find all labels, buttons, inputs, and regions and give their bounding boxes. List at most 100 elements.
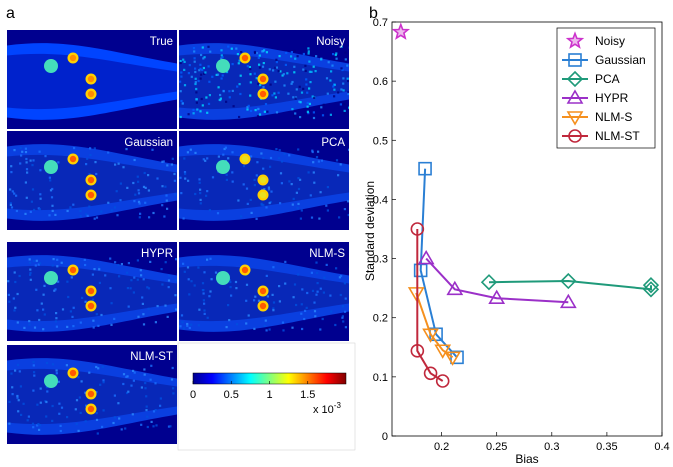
noise-pixel (133, 276, 136, 279)
noise-pixel (245, 187, 249, 190)
noise-pixel (28, 258, 31, 261)
noise-pixel (245, 283, 249, 286)
noise-pixel (137, 315, 140, 318)
legend-label: PCA (595, 72, 620, 86)
noise-pixel (20, 154, 23, 157)
lesion-large (44, 271, 58, 285)
noise-pixel (194, 192, 197, 196)
noise-pixel (38, 318, 41, 322)
noise-pixel (204, 71, 207, 74)
noise-pixel (51, 209, 54, 212)
noise-pixel (347, 213, 349, 217)
noise-pixel (84, 420, 87, 423)
data-point (417, 249, 435, 265)
noise-pixel (288, 180, 291, 183)
noise-pixel (102, 409, 105, 412)
noise-pixel (334, 323, 337, 327)
noise-pixel (98, 281, 101, 284)
noise-pixel (58, 402, 61, 405)
colorbar-tick-label: 1 (266, 389, 272, 401)
noise-pixel (150, 364, 153, 367)
noise-pixel (176, 273, 177, 276)
noise-pixel (100, 313, 103, 317)
noise-pixel (132, 369, 135, 372)
noise-pixel (145, 395, 148, 398)
tile-label-nlmst: NLM-ST (130, 351, 173, 363)
noise-pixel (24, 181, 27, 184)
noise-pixel (12, 297, 15, 300)
noise-pixel (55, 369, 58, 372)
noise-pixel (205, 96, 208, 99)
noise-pixel (137, 192, 141, 195)
noise-pixel (312, 161, 315, 164)
noise-pixel (188, 326, 191, 330)
noise-pixel (168, 274, 171, 277)
noise-pixel (267, 186, 270, 189)
noise-pixel (21, 150, 24, 153)
lesion-spot (87, 75, 95, 83)
noise-pixel (296, 207, 299, 210)
noise-pixel (332, 85, 335, 88)
noise-pixel (254, 109, 257, 112)
noise-pixel (179, 325, 182, 328)
noise-pixel (179, 115, 182, 119)
noise-pixel (342, 89, 345, 92)
noise-pixel (334, 53, 337, 57)
lesion-spot (259, 302, 267, 310)
noise-pixel (245, 299, 248, 302)
data-point (560, 272, 577, 290)
noise-pixel (340, 88, 343, 91)
noise-pixel (254, 295, 257, 298)
noise-pixel (277, 70, 280, 73)
noise-pixel (45, 400, 48, 404)
noise-pixel (325, 263, 328, 266)
noise-pixel (69, 310, 72, 313)
noise-pixel (199, 192, 202, 195)
noise-pixel (201, 46, 204, 49)
noise-pixel (75, 422, 78, 426)
noise-pixel (180, 71, 183, 74)
noise-pixel (208, 295, 211, 298)
noise-pixel (19, 146, 22, 149)
noise-pixel (229, 280, 232, 284)
x-tick-label: 0.4 (654, 441, 669, 453)
noise-pixel (282, 329, 285, 332)
legend-marker (565, 31, 585, 49)
noise-pixel (308, 87, 311, 90)
noise-pixel (150, 420, 153, 423)
noise-pixel (30, 200, 33, 203)
lesion-spot (87, 176, 95, 184)
noise-pixel (32, 426, 35, 429)
noise-pixel (107, 151, 110, 154)
noise-pixel (299, 217, 302, 220)
noise-pixel (204, 159, 207, 162)
noise-pixel (337, 174, 340, 177)
noise-pixel (268, 201, 271, 205)
lesion-large (44, 59, 58, 73)
noise-pixel (51, 204, 54, 207)
noise-pixel (296, 55, 299, 58)
noise-pixel (27, 415, 30, 418)
noise-pixel (197, 324, 200, 327)
noise-pixel (99, 383, 102, 386)
noise-pixel (211, 176, 215, 179)
noise-pixel (34, 264, 37, 267)
noise-pixel (109, 287, 112, 290)
noise-pixel (8, 400, 11, 403)
noise-pixel (260, 202, 263, 205)
data-point (422, 328, 439, 343)
noise-pixel (322, 291, 325, 294)
noise-pixel (235, 47, 238, 50)
x-tick-label: 0.25 (486, 441, 507, 453)
noise-pixel (272, 266, 275, 269)
noise-pixel (85, 163, 88, 166)
noise-pixel (54, 320, 57, 323)
noise-pixel (307, 112, 310, 115)
noise-pixel (341, 316, 344, 319)
noise-pixel (297, 177, 300, 180)
noise-pixel (227, 304, 230, 307)
noise-pixel (202, 289, 205, 292)
noise-pixel (316, 290, 319, 293)
colorbar-ticks: 0 0.5 1 1.5 (190, 381, 315, 401)
colorbar-tick-label: 1.5 (300, 389, 315, 401)
